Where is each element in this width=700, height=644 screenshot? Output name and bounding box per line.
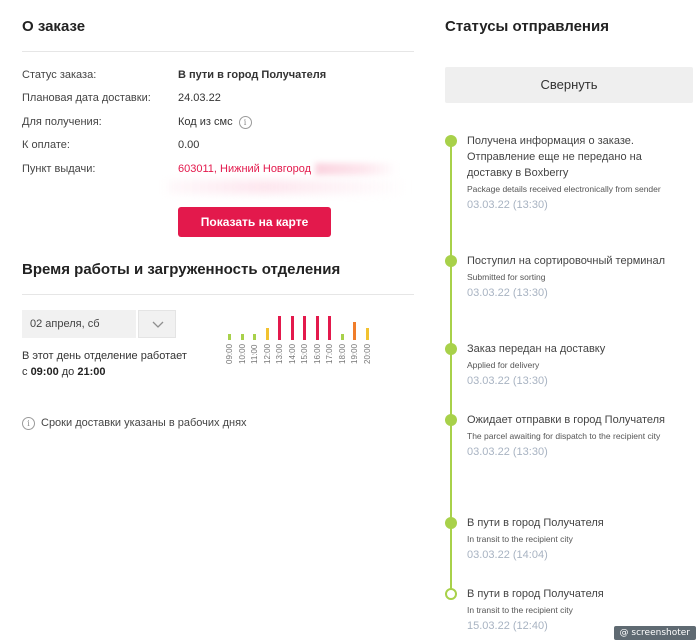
load-bar-12:00	[265, 328, 269, 340]
watermark: @ screenshoter	[613, 626, 696, 640]
load-tick-11:00: 11:00	[250, 344, 259, 364]
timeline-line	[450, 140, 452, 595]
timeline-dot-current	[445, 588, 457, 600]
step-title: Получена информация о заказе. Отправлени…	[467, 135, 642, 179]
payment-value: 0.00	[178, 139, 200, 151]
order-status-value: В пути в город Получателя	[178, 69, 327, 81]
load-chart: 09:00 10:00 11:00 12:00 13:00 14:00 15:00 16:00…	[225, 312, 376, 372]
timeline-step: В пути в город Получателя In transit to …	[467, 586, 689, 635]
load-bar-20:00	[365, 328, 369, 340]
timeline-step: Поступил на сортировочный терминал Submi…	[467, 253, 689, 302]
timeline-step: Заказ передан на доставку Applied for de…	[467, 341, 689, 390]
load-tick-16:00: 16:00	[312, 343, 322, 364]
payment-label: К оплате:	[22, 139, 70, 151]
info-icon[interactable]: i	[238, 115, 252, 129]
step-title: Заказ передан на доставку	[467, 343, 606, 355]
step-title-en: Applied for delivery	[467, 360, 540, 370]
receive-method-label: Для получения:	[22, 116, 102, 128]
pickup-point-label: Пункт выдачи:	[22, 163, 96, 175]
step-title-en: The parcel awaiting for dispatch to the …	[467, 431, 661, 441]
step-time: 03.03.22 (13:30)	[467, 375, 548, 387]
working-hours-line2: с 09:00 до 21:00	[22, 364, 187, 380]
timeline-step: Ожидает отправки в город Получателя The …	[467, 412, 689, 461]
load-bar-09:00	[228, 334, 231, 340]
step-time: 03.03.22 (13:30)	[467, 199, 548, 211]
divider	[22, 294, 414, 295]
load-tick-13:00: 13:00	[275, 343, 284, 364]
load-tick-10:00: 10:00	[237, 343, 247, 364]
load-tick-12:00: 12:00	[262, 343, 272, 364]
order-heading: О заказе	[22, 18, 86, 35]
load-tick-09:00: 09:00	[225, 343, 234, 364]
work-hours-heading: Время работы и загруженность отделения	[22, 261, 341, 278]
step-title: Поступил на сортировочный терминал	[467, 255, 666, 267]
collapse-button[interactable]: Свернуть	[445, 67, 693, 103]
timeline-dot	[445, 343, 457, 355]
statuses-heading: Статусы отправления	[445, 18, 609, 35]
working-hours-prefix: с	[22, 366, 28, 378]
show-on-map-button[interactable]: Показать на карте	[178, 207, 331, 237]
timeline-step: В пути в город Получателя In transit to …	[467, 515, 689, 564]
load-bar-11:00	[253, 334, 256, 340]
load-bar-10:00	[240, 334, 244, 340]
load-bar-13:00	[278, 316, 281, 340]
pickup-point-address[interactable]: 603011, Нижний Новгород	[178, 163, 312, 175]
working-hours-mid: до	[61, 366, 75, 378]
load-bar-14:00	[290, 316, 294, 340]
date-select[interactable]: 02 апреля, сб	[22, 310, 136, 338]
working-hours-line1: В этот день отделение работает	[22, 350, 187, 362]
timeline-dot	[445, 135, 457, 147]
divider	[22, 51, 414, 52]
timeline-dot	[445, 414, 457, 426]
load-bar-16:00	[315, 316, 319, 340]
step-time: 03.03.22 (13:30)	[467, 446, 548, 458]
timeline-dot	[445, 255, 457, 267]
redacted-address	[315, 163, 398, 176]
step-title: В пути в город Получателя	[467, 517, 604, 529]
load-tick-15:00: 15:00	[300, 343, 309, 364]
load-tick-17:00: 17:00	[325, 343, 334, 364]
info-icon: i	[22, 416, 35, 430]
load-bar-18:00	[340, 334, 344, 340]
step-title: В пути в город Получателя	[467, 588, 604, 600]
load-tick-20:00: 20:00	[362, 343, 372, 364]
load-bar-19:00	[353, 322, 356, 340]
close-time: 21:00	[77, 366, 106, 378]
redacted-address-line	[168, 180, 408, 194]
step-time: 03.03.22 (14:04)	[467, 549, 548, 561]
delivery-terms-note: i Сроки доставки указаны в рабочих днях	[22, 416, 247, 430]
step-title-en: In transit to the recipient city	[467, 534, 573, 544]
load-bar-15:00	[303, 316, 306, 340]
step-time: 15.03.22 (12:40)	[467, 620, 548, 632]
delivery-terms-text: Сроки доставки указаны в рабочих днях	[41, 417, 247, 429]
step-title-en: Package details received electronically …	[467, 184, 661, 194]
timeline-dot	[445, 517, 457, 529]
date-dropdown-button[interactable]	[138, 310, 176, 338]
delivery-date-value: 24.03.22	[178, 92, 221, 104]
load-tick-19:00: 19:00	[350, 343, 359, 364]
delivery-date-label: Плановая дата доставки:	[22, 92, 151, 104]
step-title: Ожидает отправки в город Получателя	[467, 414, 666, 426]
step-title-en: Submitted for sorting	[467, 272, 546, 282]
open-time: 09:00	[30, 366, 59, 378]
timeline-step: Получена информация о заказе. Отправлени…	[467, 133, 689, 214]
watermark-text: screenshoter	[631, 628, 690, 638]
order-status-label: Статус заказа:	[22, 69, 97, 81]
receive-method-value-wrap: Код из смс i	[178, 114, 252, 130]
receive-method-value: Код из смс	[178, 116, 233, 128]
step-time: 03.03.22 (13:30)	[467, 287, 548, 299]
load-tick-14:00: 14:00	[287, 343, 297, 364]
chevron-down-icon	[152, 321, 164, 328]
load-tick-18:00: 18:00	[337, 343, 347, 364]
working-hours-text: В этот день отделение работает с 09:00 д…	[22, 348, 187, 380]
load-bar-17:00	[328, 316, 331, 340]
step-title-en: In transit to the recipient city	[467, 605, 573, 615]
pickup-point-link-wrap[interactable]: 603011, Нижний Новгород	[178, 161, 398, 177]
